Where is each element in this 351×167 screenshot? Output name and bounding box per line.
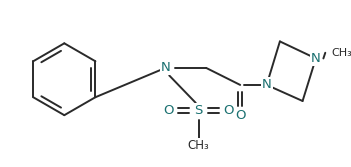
Text: O: O <box>163 104 173 117</box>
Text: O: O <box>235 109 245 122</box>
Text: N: N <box>262 78 272 91</box>
Text: N: N <box>161 61 170 74</box>
Text: O: O <box>224 104 234 117</box>
Text: S: S <box>194 104 203 117</box>
Text: CH₃: CH₃ <box>188 139 210 152</box>
Text: CH₃: CH₃ <box>331 48 351 58</box>
Text: N: N <box>311 52 321 65</box>
